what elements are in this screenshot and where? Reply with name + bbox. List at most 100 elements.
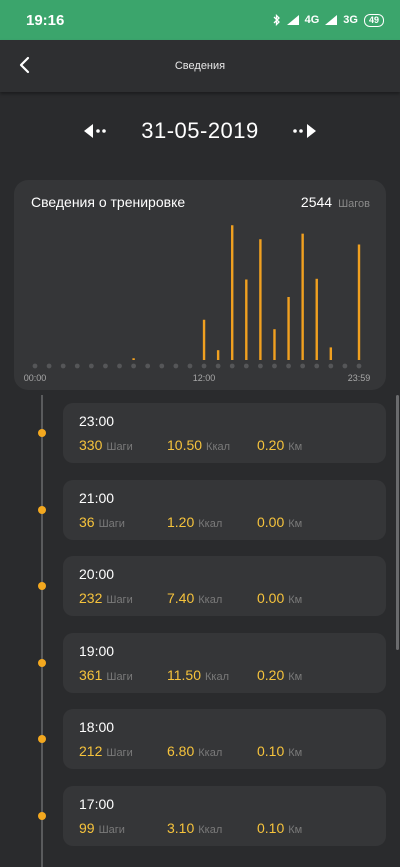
previous-day-button[interactable]	[82, 120, 110, 142]
chart-bar	[301, 233, 304, 360]
back-arrow-icon[interactable]	[14, 54, 36, 76]
entry-km: 0.00 Км	[257, 590, 302, 606]
status-bar: 19:16 4G 3G 49	[0, 0, 400, 40]
chart-bar	[259, 239, 262, 360]
entry-km-unit: Км	[288, 823, 303, 836]
list-item[interactable]: 18:00 212 Шаги 6.80 Ккал 0.10 Км	[63, 709, 386, 769]
entry-km-value: 0.20	[257, 666, 285, 683]
entry-steps: 36 Шаги	[79, 514, 125, 530]
entry-km-value: 0.00	[257, 590, 285, 606]
entry-kcal: 10.50 Ккал	[167, 437, 230, 453]
entry-kcal-unit: Ккал	[205, 670, 229, 683]
chart-bar	[273, 329, 276, 360]
entry-steps-value: 36	[79, 513, 95, 530]
chart-hour-dot	[356, 363, 362, 369]
chart-hour-dot	[74, 363, 80, 369]
chart-hour-dot	[159, 363, 165, 369]
chart-hour-dot	[342, 363, 348, 369]
entry-km-unit: Км	[288, 747, 303, 759]
entry-steps-unit: Шаги	[106, 441, 133, 453]
chart-hour-dot	[60, 363, 66, 369]
chart-hour-dot	[131, 363, 137, 369]
entry-km-unit: Км	[288, 670, 303, 683]
entry-steps-unit: Шаги	[106, 670, 133, 683]
timeline-dot	[38, 811, 46, 820]
entry-kcal-unit: Ккал	[206, 441, 231, 453]
entry-kcal-unit: Ккал	[198, 594, 223, 606]
chart-bar	[245, 279, 248, 360]
list-item[interactable]: 19:00 361 Шаги 11.50 Ккал 0.20 Км	[63, 632, 386, 693]
chart-bar	[132, 358, 135, 360]
entry-steps: 330 Шаги	[79, 437, 133, 453]
entry-steps-value: 99	[79, 819, 95, 836]
list-item[interactable]: 20:00 232 Шаги 7.40 Ккал 0.00 Км	[63, 556, 386, 616]
next-day-button[interactable]	[290, 120, 318, 142]
chart-bar	[231, 225, 234, 360]
entry-km: 0.20 Км	[257, 437, 302, 453]
entry-steps: 99 Шаги	[79, 820, 125, 836]
entry-kcal-value: 7.40	[167, 590, 195, 606]
chart-hour-dot	[103, 363, 108, 369]
entry-time: 23:00	[79, 413, 115, 429]
entry-kcal: 3.10 Ккал	[167, 820, 222, 836]
chart-hour-dot	[117, 363, 122, 369]
entry-steps-unit: Шаги	[106, 747, 133, 759]
total-steps-unit: Шагов	[338, 198, 370, 210]
timeline-dot	[38, 735, 46, 743]
battery-icon: 49	[363, 13, 384, 27]
chart-tick-label: 12:00	[193, 373, 216, 383]
entry-steps-unit: Шаги	[98, 517, 125, 530]
entry-steps-value: 330	[79, 437, 103, 453]
chart-hour-dot	[286, 363, 291, 369]
entry-time: 17:00	[79, 795, 115, 812]
list-item[interactable]: 21:00 36 Шаги 1.20 Ккал 0.00 Км	[63, 479, 386, 540]
timeline-line	[41, 395, 43, 867]
status-icons: 4G 3G 49	[273, 13, 384, 27]
chart-hour-dot	[314, 363, 320, 369]
chart-bar	[357, 244, 361, 360]
entry-km: 0.10 Км	[257, 743, 302, 759]
chart-bar	[315, 278, 318, 360]
entry-kcal: 6.80 Ккал	[167, 743, 222, 759]
total-steps-value: 2544	[300, 194, 333, 210]
entry-steps-value: 212	[79, 743, 103, 759]
network-label: 4G	[304, 14, 320, 26]
app-bar: Сведения	[0, 40, 400, 92]
summary-title: Сведения о тренировке	[31, 194, 186, 210]
entry-kcal-value: 1.20	[167, 513, 195, 530]
entry-kcal: 7.40 Ккал	[167, 590, 222, 606]
scrollbar[interactable]	[396, 395, 399, 650]
hourly-steps-chart: 00:00 12:00 23:59	[24, 225, 371, 383]
entry-time: 18:00	[79, 719, 115, 735]
list-item[interactable]: 23:00 330 Шаги 10.50 Ккал 0.20 Км	[63, 403, 386, 463]
entry-kcal-unit: Ккал	[198, 517, 223, 530]
signal-icon-2	[325, 15, 338, 25]
entry-km-value: 0.00	[257, 513, 285, 530]
entry-kcal-unit: Ккал	[198, 823, 223, 836]
status-time: 19:16	[26, 11, 65, 29]
chart-tick-label: 23:59	[348, 373, 371, 383]
chart-hour-dot	[243, 363, 249, 369]
entry-kcal-unit: Ккал	[198, 747, 223, 759]
chart-hour-dot	[300, 363, 306, 369]
entry-steps-unit: Шаги	[106, 594, 133, 606]
page-title: Сведения	[174, 60, 226, 72]
list-item[interactable]: 17:00 99 Шаги 3.10 Ккал 0.10 Км	[63, 785, 386, 846]
timeline-dot	[38, 505, 46, 514]
chart-bar	[329, 347, 333, 360]
entry-km-unit: Км	[288, 517, 303, 530]
entry-steps-value: 232	[79, 590, 103, 606]
date-navigator: 31-05-2019	[0, 108, 400, 154]
current-date: 31-05-2019	[141, 118, 259, 143]
entry-kcal-value: 3.10	[167, 819, 195, 836]
chart-bar	[202, 319, 206, 360]
entry-km: 0.00 Км	[257, 514, 302, 530]
entry-kcal-value: 6.80	[167, 743, 195, 759]
entry-time: 19:00	[79, 642, 115, 659]
entry-steps-unit: Шаги	[98, 823, 125, 836]
entry-km-unit: Км	[288, 441, 303, 453]
chart-tick-label: 00:00	[24, 373, 47, 383]
entry-km-value: 0.10	[257, 819, 285, 836]
chart-hour-dot	[145, 363, 151, 369]
entry-kcal: 11.50 Ккал	[167, 667, 229, 683]
